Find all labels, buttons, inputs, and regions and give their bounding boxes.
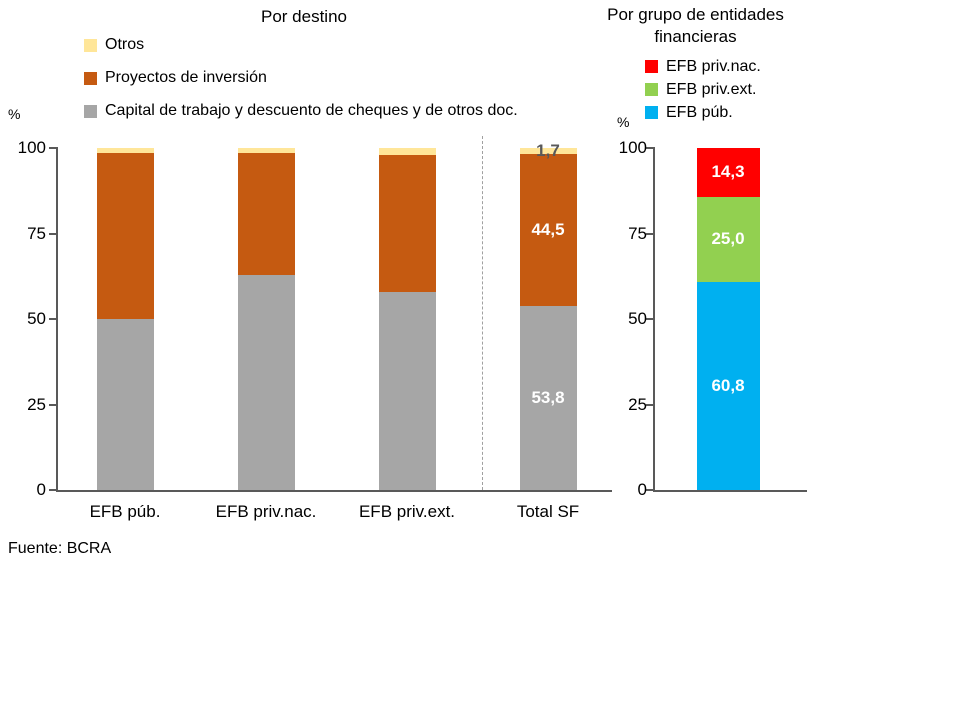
right-chart-title: Por grupo de entidades financieras <box>607 5 784 46</box>
legend-swatch <box>84 71 97 85</box>
y-axis-tick <box>49 147 58 149</box>
left-chart-legend: Otros Proyectos de inversión Capital de tr… <box>84 34 518 133</box>
legend-label: Capital de trabajo y descuento de cheque… <box>105 102 518 119</box>
legend-swatch <box>645 83 658 96</box>
y-axis-tick-label: 50 <box>27 309 46 328</box>
bar-segment <box>96 148 154 154</box>
bar-segment-value-label: 1,7 <box>536 140 560 160</box>
legend-item: Capital de trabajo y descuento de cheque… <box>84 100 518 122</box>
stacked-bar <box>96 148 154 490</box>
x-axis-category-label: EFB priv.nac. <box>215 502 317 521</box>
x-axis-category-label: EFB púb. <box>89 502 161 521</box>
y-axis-tick-label: 50 <box>628 309 647 328</box>
legend-label: EFB púb. <box>666 103 733 121</box>
bar-segment <box>378 291 436 490</box>
y-axis-tick-label: 100 <box>17 138 46 157</box>
y-axis-tick-label: 25 <box>628 394 647 414</box>
y-axis-tick <box>646 318 655 320</box>
bar-segment: 60,8 <box>696 282 760 490</box>
left-chart-title: Por destino <box>261 7 347 26</box>
legend-item: EFB púb. <box>645 103 761 122</box>
right-chart-plot-area: 100 75 50 25 0 60,8 25,0 14,3 <box>619 138 807 499</box>
right-y-axis-unit-label: % <box>617 114 630 130</box>
y-axis-tick <box>646 147 655 149</box>
bar-segment <box>378 148 436 155</box>
y-axis-tick-label: 75 <box>27 223 46 243</box>
bar-segment <box>378 154 436 292</box>
bar-segment <box>237 274 295 490</box>
legend-label: EFB priv.ext. <box>666 80 757 98</box>
legend-swatch <box>84 38 97 52</box>
legend-label: EFB priv.nac. <box>666 57 761 75</box>
y-axis-tick <box>646 489 655 491</box>
left-y-axis-unit-label: % <box>8 106 21 122</box>
bar-segment: 1,7 <box>519 140 577 160</box>
legend-item: Otros <box>84 34 518 56</box>
bar-segment-value-label: 44,5 <box>531 219 565 239</box>
y-axis-tick-label: 75 <box>628 223 647 243</box>
right-chart-legend: EFB priv.nac. EFB priv.ext. EFB púb. <box>645 57 761 126</box>
legend-swatch <box>645 60 658 73</box>
stacked-bar: 60,8 25,0 14,3 <box>696 147 760 490</box>
y-axis-tick-label: 0 <box>637 480 647 499</box>
stacked-bar <box>237 148 295 490</box>
x-axis-category-label: EFB priv.ext. <box>358 502 456 521</box>
y-axis-tick-label: 100 <box>618 138 647 157</box>
source-note: Fuente: BCRA <box>8 540 112 557</box>
y-axis-tick <box>49 403 58 406</box>
stacked-bar: 53,8 44,5 1,7 <box>519 140 577 490</box>
y-axis-tick-label: 25 <box>27 394 46 414</box>
y-axis-tick <box>49 318 58 320</box>
y-axis-tick-label: 0 <box>36 480 46 499</box>
bar-segment-value-label: 53,8 <box>531 388 565 407</box>
legend-item: EFB priv.ext. <box>645 80 761 99</box>
y-axis-tick <box>646 403 655 406</box>
bar-segment: 25,0 <box>696 196 760 283</box>
x-axis-category-label: Total SF <box>516 502 580 521</box>
y-axis-tick <box>49 232 58 235</box>
legend-item: Proyectos de inversión <box>84 67 518 89</box>
bar-segment-value-label: 25,0 <box>711 229 745 249</box>
y-axis-tick <box>49 489 58 491</box>
bar-segment-value-label: 14,3 <box>711 162 745 182</box>
panel-separator-line <box>482 136 483 490</box>
left-chart-plot-area: 100 75 50 25 0 EFB púb. EFB priv.nac. EFB priv.… <box>18 136 612 521</box>
bar-segment: 53,8 <box>519 306 577 490</box>
legend-swatch <box>84 104 97 118</box>
bar-segment <box>96 319 154 490</box>
legend-swatch <box>645 106 658 119</box>
bar-segment: 44,5 <box>519 153 577 307</box>
bar-segment: 14,3 <box>696 147 760 197</box>
legend-label: Proyectos de inversión <box>105 69 267 86</box>
bar-segment-value-label: 60,8 <box>711 376 745 396</box>
bar-segment <box>96 153 154 319</box>
y-axis-tick <box>646 232 655 235</box>
stacked-bar <box>378 148 436 490</box>
bar-segment <box>237 148 295 154</box>
legend-item: EFB priv.nac. <box>645 57 761 76</box>
legend-label: Otros <box>105 36 145 53</box>
bar-segment <box>237 153 295 275</box>
